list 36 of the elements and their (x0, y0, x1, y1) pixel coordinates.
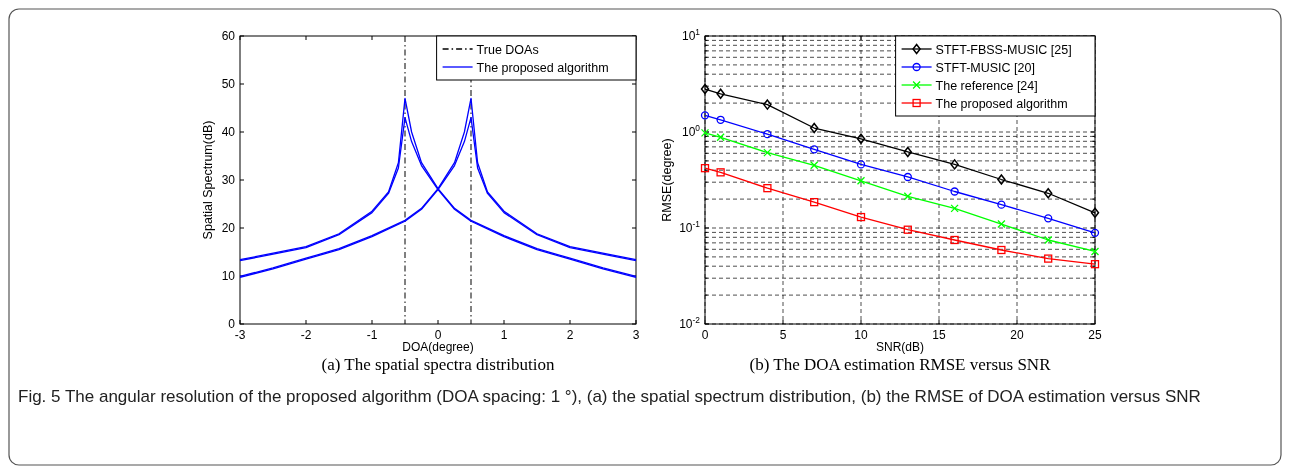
x-tick-label: 25 (1088, 328, 1102, 342)
y-tick-label: 40 (221, 125, 236, 139)
x-tick-label: -3 (234, 328, 246, 342)
x-tick-label: -1 (366, 328, 378, 342)
y-tick-label: 10 (221, 269, 236, 283)
y-tick-label: 0 (228, 317, 236, 331)
caption: Fig. 5 The angular resolution of the proposed algorithm (DOA spacing: 1 °), (a) the spatial spectrum distribution, (b) the RMSE of DOA estimation versus SNR (18, 386, 1202, 408)
y-axis-title: RMSE(degree) (660, 138, 674, 222)
text: (b) The DOA estimation RMSE versus SNR (749, 355, 1052, 374)
y-tick-label: 20 (221, 221, 236, 235)
legend-label: The proposed algorithm (476, 60, 609, 75)
x-tick-label: -2 (300, 328, 312, 342)
x-tick-label: 20 (1010, 328, 1024, 342)
legend-label: The reference [24] (935, 78, 1038, 93)
ref-line-label: True DOAs (476, 42, 539, 57)
text: (a) The spatial spectra distribution (321, 355, 555, 374)
x-tick-label: 1 (500, 328, 508, 342)
y-tick-label: 10$^{1}$ (681, 27, 701, 43)
x-tick-label: 0 (434, 328, 442, 342)
x-axis-title: SNR(dB) (875, 340, 925, 354)
x-tick-label: 15 (932, 328, 946, 342)
legend-label: STFT-FBSS-MUSIC [25] (935, 42, 1072, 57)
y-tick-label: 10$^{0}$ (681, 123, 701, 139)
y-tick-label: 60 (221, 29, 236, 43)
x-tick-label: 2 (566, 328, 574, 342)
x-tick-label: 3 (632, 328, 640, 342)
legend-label: The proposed algorithm (935, 96, 1068, 111)
y-tick-label: 30 (221, 173, 236, 187)
legend-label: STFT-MUSIC [20] (935, 60, 1035, 75)
y-axis-title: Spatial Spectrum(dB) (201, 120, 215, 240)
y-tick-label: 50 (221, 77, 236, 91)
x-tick-label: 5 (779, 328, 787, 342)
y-tick-label: 10$^{-1}$ (679, 219, 701, 235)
x-axis-title: DOA(degree) (402, 340, 474, 354)
x-tick-label: 10 (854, 328, 868, 342)
y-tick-label: 10$^{-2}$ (679, 315, 701, 331)
